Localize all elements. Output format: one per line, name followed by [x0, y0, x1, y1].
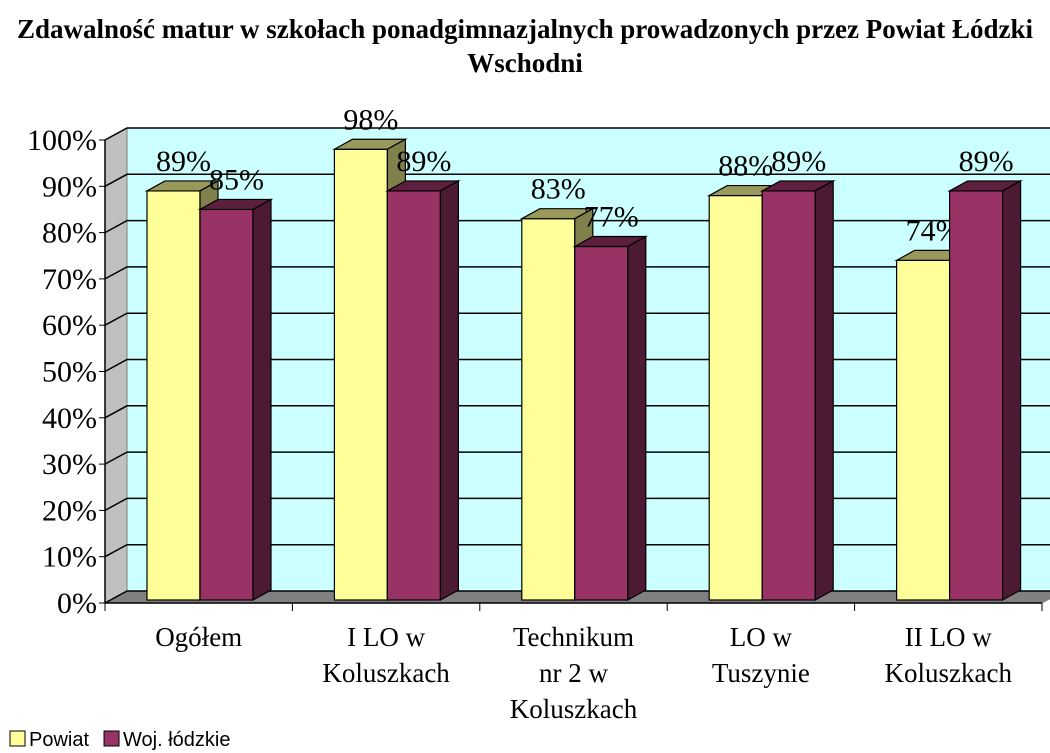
legend-swatch [9, 730, 26, 747]
y-tick-label: 40% [42, 402, 97, 435]
bar-front [708, 194, 763, 601]
data-label: 88% [718, 150, 773, 183]
bar [947, 179, 1023, 602]
y-tick-label: 10% [42, 541, 97, 574]
x-tick-label: Ogółem [155, 622, 243, 652]
bar-front [948, 190, 1004, 601]
bar-front [895, 259, 951, 601]
bar-front [574, 245, 629, 601]
data-label: 89% [396, 145, 451, 178]
x-tick-label-box: Technikum nr 2 w Koluszkach [509, 622, 638, 724]
chart-title: Zdawalność matur w szkołach ponadgimnazj… [16, 14, 1034, 78]
legend-label: Woj. łódzkie [123, 729, 230, 751]
x-tick-label: Technikum nr 2 w Koluszkach [509, 622, 638, 724]
x-tick-label-box: LO w Tuszynie [711, 622, 810, 688]
y-tick-label: 30% [42, 448, 97, 481]
y-tick-label: 100% [27, 124, 97, 157]
bar-side [814, 179, 834, 602]
data-label: 85% [209, 163, 264, 196]
data-label: 98% [343, 103, 398, 136]
bar-front [386, 190, 441, 601]
data-label: 89% [156, 145, 211, 178]
bar [759, 179, 836, 602]
bar-front [761, 190, 816, 601]
bar-front [521, 218, 576, 601]
legend-label: Powiat [29, 729, 89, 751]
data-label: 89% [959, 145, 1014, 178]
bar-side [627, 235, 647, 602]
bar-side [439, 179, 459, 602]
grid-line [104, 127, 1050, 141]
bar-front [333, 148, 388, 601]
y-tick-label: 60% [42, 309, 97, 342]
y-tick-label: 80% [42, 217, 97, 250]
x-tick-label: LO w Tuszynie [711, 622, 810, 688]
data-label: 89% [771, 145, 826, 178]
bar-front [146, 190, 201, 601]
bar [385, 179, 461, 602]
bar [572, 235, 649, 602]
y-tick-label: 0% [57, 587, 97, 620]
bar [197, 198, 274, 602]
bar-side [252, 198, 272, 602]
y-tick-label: 50% [42, 356, 97, 389]
y-tick-label: 70% [42, 263, 97, 296]
bar-side [1001, 179, 1022, 602]
x-tick-label: II LO w Koluszkach [884, 622, 1013, 688]
y-tick-label: 90% [42, 170, 97, 203]
data-label: 83% [531, 173, 586, 206]
data-label: 77% [584, 200, 639, 233]
grid-line [104, 173, 1050, 187]
x-tick-label-box: Ogółem [155, 622, 243, 652]
legend-swatch [103, 730, 120, 747]
x-tick-label-box: I LO w Koluszkach [322, 622, 450, 688]
bar-front [199, 208, 254, 601]
x-tick-label: I LO w Koluszkach [322, 622, 450, 688]
y-tick-label: 20% [42, 494, 97, 527]
x-tick-label-box: II LO w Koluszkach [884, 622, 1013, 688]
